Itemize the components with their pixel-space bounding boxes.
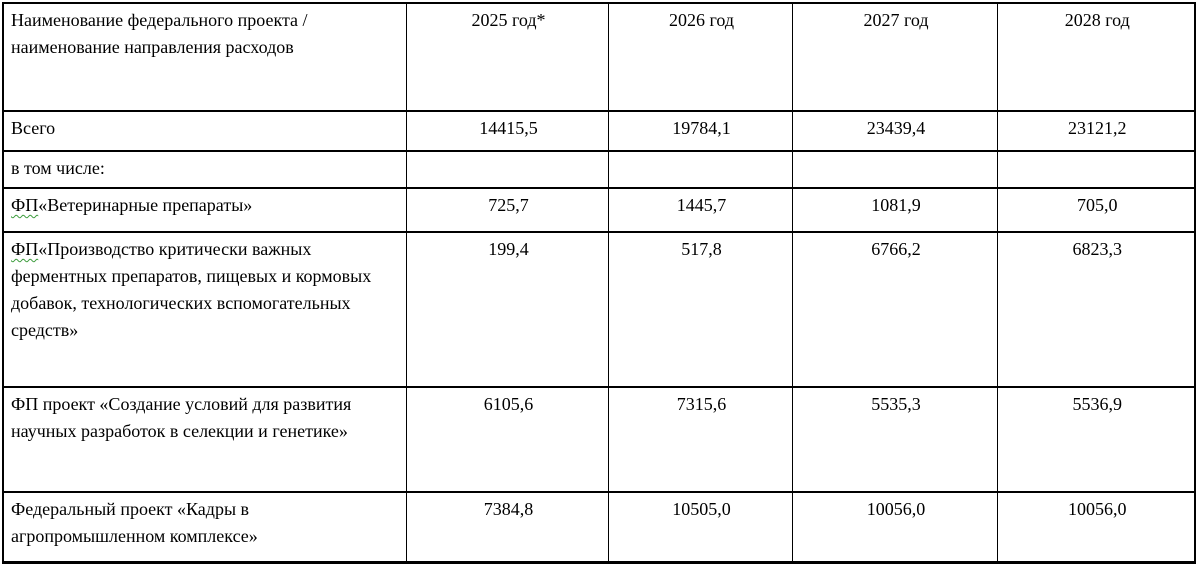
table-row-including: в том числе: [2, 150, 1196, 189]
row-total-value-2027: 23439,4 [791, 110, 998, 152]
row-label-total: Всего [2, 110, 407, 152]
spellcheck-underlined-text: ФП [11, 195, 39, 215]
header-cell-year-2028: 2028 год [996, 2, 1196, 112]
row-label-veterinary-text: «Ветеринарные препараты» [38, 195, 253, 215]
table-row-ferment: ФП«Производство критически важных фермен… [2, 231, 1196, 388]
header-cell-year-2025: 2025 год* [405, 2, 609, 112]
row-ferment-value-2026: 517,8 [607, 231, 793, 388]
header-cell-year-2027: 2027 год [791, 2, 998, 112]
row-kadry-value-2025: 7384,8 [405, 491, 609, 563]
header-name-line-1: Наименование федерального проекта / [11, 10, 308, 30]
row-label-selection-genetics: ФП проект «Создание условий для развития… [2, 386, 407, 493]
row-including-value-2025 [405, 150, 609, 189]
row-label-ferment: ФП«Производство критически важных фермен… [2, 231, 407, 388]
row-selection-value-2025: 6105,6 [405, 386, 609, 493]
row-veterinary-value-2025: 725,7 [405, 187, 609, 233]
row-including-value-2027 [791, 150, 998, 189]
header-cell-year-2026: 2026 год [607, 2, 793, 112]
row-label-including: в том числе: [2, 150, 407, 189]
row-selection-value-2026: 7315,6 [607, 386, 793, 493]
table-row-kadry: Федеральный проект «Кадры в агропромышле… [2, 491, 1196, 563]
row-label-veterinary: ФП«Ветеринарные препараты» [2, 187, 407, 233]
row-including-value-2028 [996, 150, 1196, 189]
table-header-row: Наименование федерального проекта / наим… [2, 2, 1196, 112]
row-label-kadry: Федеральный проект «Кадры в агропромышле… [2, 491, 407, 563]
row-veterinary-value-2028: 705,0 [996, 187, 1196, 233]
spellcheck-underlined-text: ФП [11, 239, 39, 259]
row-ferment-value-2028: 6823,3 [996, 231, 1196, 388]
row-including-value-2026 [607, 150, 793, 189]
row-total-value-2026: 19784,1 [607, 110, 793, 152]
header-name-line-2: наименование направления расходов [11, 37, 294, 57]
row-total-value-2028: 23121,2 [996, 110, 1196, 152]
row-veterinary-value-2027: 1081,9 [791, 187, 998, 233]
row-ferment-value-2027: 6766,2 [791, 231, 998, 388]
row-selection-value-2028: 5536,9 [996, 386, 1196, 493]
row-veterinary-value-2026: 1445,7 [607, 187, 793, 233]
table-row-veterinary: ФП«Ветеринарные препараты» 725,7 1445,7 … [2, 187, 1196, 233]
table-row-total: Всего 14415,5 19784,1 23439,4 23121,2 [2, 110, 1196, 152]
table-row-selection-genetics: ФП проект «Создание условий для развития… [2, 386, 1196, 493]
row-ferment-value-2025: 199,4 [405, 231, 609, 388]
row-selection-value-2027: 5535,3 [791, 386, 998, 493]
row-total-value-2025: 14415,5 [405, 110, 609, 152]
row-kadry-value-2028: 10056,0 [996, 491, 1196, 563]
row-label-ferment-text: «Производство критически важных ферментн… [11, 239, 372, 340]
header-cell-project-name: Наименование федерального проекта / наим… [2, 2, 407, 112]
row-kadry-value-2026: 10505,0 [607, 491, 793, 563]
row-kadry-value-2027: 10056,0 [791, 491, 998, 563]
